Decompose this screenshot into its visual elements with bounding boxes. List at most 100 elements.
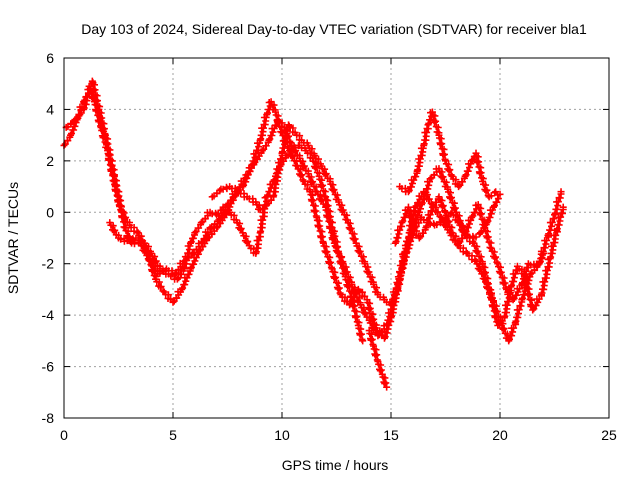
y-tick-labels: -8 -6 -4 -2 0 2 4 6 bbox=[42, 50, 55, 426]
data-point-fill bbox=[293, 131, 304, 144]
y-tick-label: 2 bbox=[46, 153, 54, 169]
data-point-fill bbox=[442, 211, 456, 236]
data-point bbox=[476, 229, 484, 237]
data-point-fill bbox=[122, 227, 135, 246]
data-point bbox=[557, 188, 565, 196]
series-track-6 bbox=[365, 327, 391, 391]
data-point-fill bbox=[291, 142, 302, 152]
data-point-fill bbox=[214, 206, 225, 218]
data-point-fill bbox=[158, 267, 170, 278]
data-point-fill bbox=[134, 236, 146, 247]
data-point-fill bbox=[233, 219, 245, 233]
data-point-fill bbox=[64, 117, 78, 131]
data-point-fill bbox=[472, 230, 483, 241]
data-point-fill bbox=[95, 108, 109, 138]
data-point bbox=[527, 270, 535, 278]
data-point bbox=[250, 159, 258, 167]
data-point bbox=[428, 203, 436, 211]
data-point-fill bbox=[515, 265, 526, 277]
data-point bbox=[241, 175, 249, 183]
data-point-fill bbox=[275, 118, 286, 131]
x-tick-label: 5 bbox=[169, 427, 177, 443]
data-point-fill bbox=[356, 288, 369, 301]
data-point bbox=[461, 229, 469, 237]
data-point-fill bbox=[89, 80, 104, 111]
data-point bbox=[258, 147, 266, 155]
data-point-fill bbox=[180, 242, 194, 271]
data-point bbox=[398, 219, 406, 227]
data-point-fill bbox=[237, 190, 248, 201]
data-point-fill bbox=[519, 263, 532, 287]
axis-ticks bbox=[63, 57, 610, 419]
data-point-fill bbox=[348, 296, 363, 327]
data-point-fill bbox=[162, 290, 175, 303]
x-tick-label: 10 bbox=[274, 427, 290, 443]
data-point bbox=[265, 136, 273, 144]
data-point-fill bbox=[445, 188, 459, 213]
data-point bbox=[496, 190, 504, 198]
y-tick-label: 0 bbox=[46, 204, 54, 220]
data-point-fill bbox=[208, 218, 222, 231]
data-point-fill bbox=[170, 288, 184, 305]
data-point-fill bbox=[115, 196, 129, 231]
data-point bbox=[468, 213, 476, 221]
data-point-fill bbox=[251, 149, 265, 166]
x-tick-label: 0 bbox=[60, 427, 68, 443]
data-point-fill bbox=[376, 293, 387, 301]
data-point-fill bbox=[344, 219, 359, 244]
data-point bbox=[71, 116, 79, 124]
data-point bbox=[169, 298, 177, 306]
data-point-fill bbox=[117, 235, 128, 245]
data-point-fill bbox=[414, 144, 427, 174]
data-point-fill bbox=[253, 201, 263, 213]
data-point-fill bbox=[433, 218, 444, 229]
data-point-fill bbox=[294, 165, 307, 184]
x-axis-title: GPS time / hours bbox=[282, 457, 389, 473]
data-point-fill bbox=[298, 144, 309, 152]
data-point bbox=[374, 332, 382, 340]
data-point-fill bbox=[405, 206, 417, 231]
data-point-fill bbox=[466, 232, 477, 241]
data-point bbox=[559, 203, 567, 211]
data-point-fill bbox=[426, 220, 438, 228]
data-point-fill bbox=[167, 272, 179, 283]
data-point-fill bbox=[252, 233, 264, 256]
data-point bbox=[509, 296, 517, 304]
data-point-fill bbox=[322, 196, 336, 231]
data-point bbox=[492, 188, 500, 196]
data-point bbox=[411, 203, 419, 211]
data-point bbox=[404, 188, 412, 196]
y-tick-label: -8 bbox=[42, 410, 55, 426]
x-tick-label: 25 bbox=[601, 427, 617, 443]
data-point bbox=[426, 175, 434, 183]
data-point bbox=[540, 249, 548, 257]
data-point-fill bbox=[279, 122, 293, 156]
x-tick-labels: 0 5 10 15 20 25 bbox=[60, 427, 617, 443]
data-point-fill bbox=[221, 206, 233, 214]
data-point-fill bbox=[313, 216, 327, 246]
data-point-fill bbox=[462, 160, 475, 179]
data-point-fill bbox=[465, 252, 479, 264]
data-point-fill bbox=[108, 165, 123, 200]
data-point bbox=[197, 239, 205, 247]
data-point-fill bbox=[240, 232, 252, 246]
data-point-fill bbox=[247, 244, 258, 257]
data-point-fill bbox=[519, 273, 534, 302]
y-axis-title: SDTVAR / TECUs bbox=[5, 182, 21, 294]
y-tick-label: -4 bbox=[42, 307, 55, 323]
data-point-fill bbox=[456, 244, 470, 256]
data-point-fill bbox=[442, 160, 455, 179]
data-point-fill bbox=[508, 266, 521, 289]
data-point bbox=[186, 239, 194, 247]
data-points bbox=[60, 77, 567, 391]
data-point-fill bbox=[388, 284, 401, 307]
data-point-fill bbox=[286, 124, 297, 136]
y-tick-label: 6 bbox=[46, 50, 54, 66]
data-point-fill bbox=[329, 268, 344, 297]
data-point-fill bbox=[338, 293, 351, 306]
data-point-fill bbox=[421, 190, 435, 207]
data-point bbox=[173, 275, 181, 283]
data-point-fill bbox=[228, 184, 240, 196]
data-point bbox=[215, 216, 223, 224]
